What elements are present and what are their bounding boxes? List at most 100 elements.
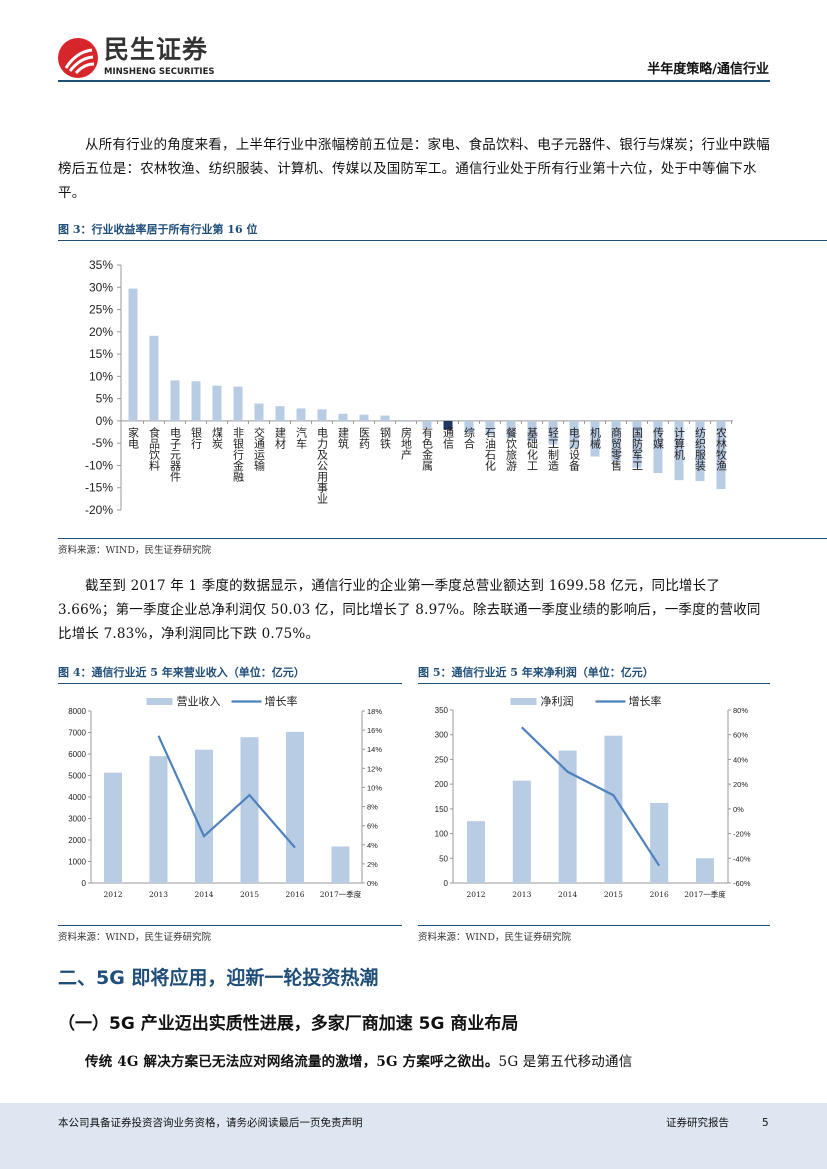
y-tick-label: 35%	[89, 258, 113, 272]
category-label: 国防军工	[631, 427, 644, 471]
revenue-chart: 8000 7000 6000 5000 4000 3000 2000 1000 0 18% 16% 1…	[68, 694, 382, 899]
y2-tick-label: -40%	[733, 854, 751, 863]
category-label: 煤炭	[211, 427, 224, 450]
y2-tick-label: 12%	[367, 764, 382, 773]
category-label: 计算机	[673, 427, 686, 460]
category-label: 农林牧渔	[715, 426, 728, 472]
bar-交通运输	[254, 403, 264, 421]
bar-机械	[590, 420, 600, 457]
figure-source: 资料来源：WIND，民生证券研究院	[58, 925, 402, 944]
x-tick-label: 2016	[285, 890, 304, 899]
page-number: 5	[762, 1117, 769, 1129]
bar-医药	[359, 414, 369, 421]
category-label: 汽车	[295, 426, 308, 450]
figure-title: 图 3：行业收益率居于所有行业第 16 位	[58, 223, 827, 241]
category-label: 医药	[358, 427, 371, 450]
y2-tick-label: -60%	[733, 879, 751, 888]
y-tick-label: 7000	[68, 729, 86, 738]
category-label: 电力及公用事业	[316, 427, 329, 504]
footer	[0, 1103, 827, 1169]
y2-tick-label: 8%	[367, 803, 378, 812]
y-tick-label: 5%	[96, 392, 114, 406]
x-tick-label: 2016	[650, 890, 669, 899]
y-tick-label: 4000	[68, 793, 86, 802]
bar-传媒	[653, 420, 663, 474]
logo-text: 民生证券	[104, 35, 209, 64]
y-tick-label: -20%	[85, 503, 113, 517]
category-label: 商贸零售	[610, 426, 623, 472]
bar-电子元器件	[170, 380, 180, 421]
category-label: 建材	[274, 426, 287, 449]
y-tick-label: 5000	[68, 772, 86, 781]
y-tick-label: -5%	[92, 436, 114, 450]
bar-通信	[443, 420, 453, 430]
x-tick-label: 2015	[240, 890, 259, 899]
figure-source: 资料来源：WIND，民生证券研究院	[418, 925, 770, 944]
y-tick-label: 0%	[96, 414, 114, 428]
category-label: 非银行金融	[232, 427, 245, 483]
y-tick-label: 2000	[68, 836, 86, 845]
y-tick-label: 150	[435, 805, 449, 814]
net-profit-chart: 350 300 250 200 150 100 50 0 80% 60% 40% 20% 0% -20% -…	[435, 694, 751, 899]
category-label: 综合	[463, 426, 476, 449]
bar-建材	[275, 406, 285, 421]
legend-bar-swatch	[146, 698, 173, 705]
figure-title: 图 5：通信行业近 5 年来净利润（单位：亿元）	[418, 666, 770, 684]
bar-国防军工	[632, 420, 642, 468]
growth-line	[521, 726, 661, 867]
bar-非银行金融	[233, 386, 243, 421]
x-tick-label: 2014	[558, 890, 577, 899]
industry-return-chart: 35% 30% 25% 20% 15% 10% 5% 0% -5% -10% -15% -20% 家电食…	[85, 258, 733, 517]
bar-钢铁	[380, 415, 390, 421]
legend-bar-swatch	[510, 698, 537, 705]
y2-tick-label: 20%	[733, 780, 748, 789]
legend-label: 营业收入	[177, 694, 221, 708]
bar-2013	[512, 780, 531, 883]
footer-report-type: 证券研究报告	[666, 1117, 729, 1129]
y-tick-label: 6000	[68, 750, 86, 759]
category-label: 电子元器件	[169, 427, 182, 483]
bar-电力设备	[569, 420, 579, 449]
bar-建筑	[338, 413, 348, 421]
logo-mark	[58, 38, 98, 78]
bar-2014	[558, 750, 577, 883]
category-label: 有色金属	[421, 426, 434, 472]
y-tick-label: 20%	[89, 325, 113, 339]
bar-房地产	[401, 420, 411, 422]
y2-tick-label: 80%	[733, 706, 748, 715]
y-tick-label: 100	[435, 830, 449, 839]
y2-tick-label: 14%	[367, 745, 382, 754]
x-tick-label: 2013	[512, 890, 531, 899]
y-tick-label: 300	[435, 731, 449, 740]
bar-纺织服装	[695, 420, 705, 482]
category-label: 轻工制造	[547, 426, 560, 471]
bar-2012	[104, 772, 122, 883]
x-tick-label: 2014	[194, 890, 213, 899]
figure-source: 资料来源：WIND，民生证券研究院	[58, 538, 827, 557]
category-label: 石油石化	[484, 427, 497, 472]
paragraph: 传统 4G 解决方案已无法应对网络流量的激增，5G 方案呼之欲出。5G 是第五代…	[58, 1050, 770, 1074]
y-tick-label: 8000	[68, 707, 86, 716]
y-tick-label: -15%	[85, 481, 113, 495]
bar-银行	[191, 381, 201, 421]
y2-tick-label: 60%	[733, 731, 748, 740]
bar-家电	[128, 288, 138, 421]
header-rule	[58, 80, 770, 82]
y-tick-label: 30%	[89, 280, 113, 294]
bar-商贸零售	[611, 420, 621, 461]
y2-tick-label: 10%	[367, 783, 382, 792]
y-tick-label: -10%	[85, 458, 113, 472]
category-label: 房地产	[400, 427, 413, 461]
logo-english: MINSHENG SECURITIES	[104, 67, 215, 77]
y2-tick-label: 0%	[733, 805, 744, 814]
category-label: 纺织服装	[694, 426, 707, 472]
bar-食品饮料	[149, 335, 159, 421]
y2-tick-label: 4%	[367, 841, 378, 850]
y-tick-label: 50	[439, 854, 448, 863]
x-tick-label: 2013	[149, 890, 168, 899]
y2-tick-label: 0%	[367, 879, 378, 888]
bar-计算机	[674, 420, 684, 481]
y2-tick-label: 40%	[733, 755, 748, 764]
x-tick-label: 2015	[604, 890, 623, 899]
category-label: 交通运输	[253, 426, 266, 472]
